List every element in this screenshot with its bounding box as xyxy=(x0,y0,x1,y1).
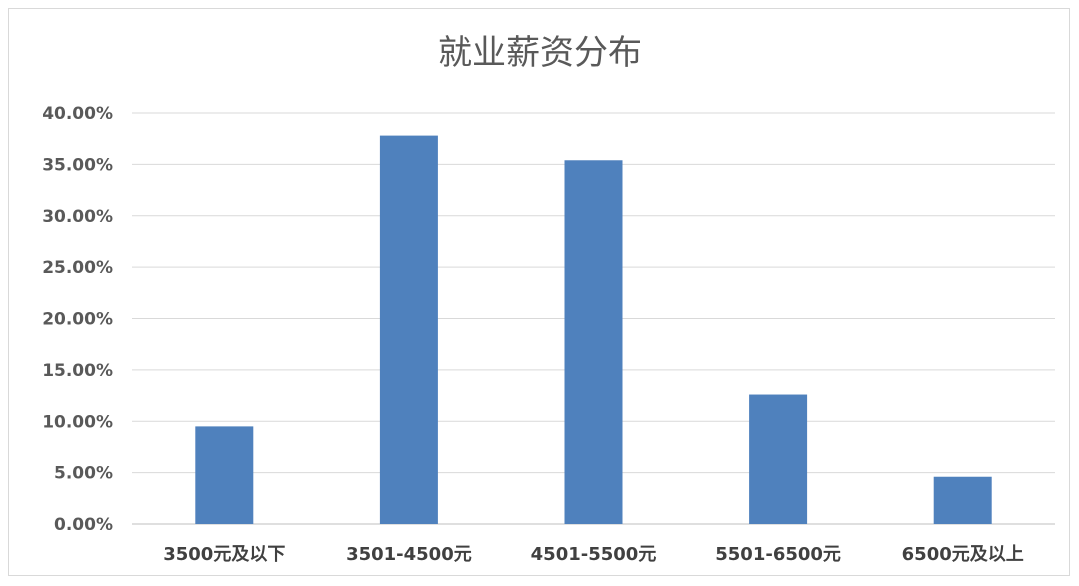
x-tick-label: 3501-4500元 xyxy=(346,544,472,565)
x-tick-label: 4501-5500元 xyxy=(531,544,657,565)
y-tick-label: 40.00% xyxy=(42,104,113,124)
y-tick-label: 0.00% xyxy=(54,515,113,535)
y-axis-ticks: 0.00% 5.00% 10.00% 15.00% 20.00% 25.00% 30.00%… xyxy=(42,104,113,535)
bar xyxy=(379,135,438,525)
y-tick-label: 20.00% xyxy=(42,310,113,330)
y-tick-label: 30.00% xyxy=(42,207,113,227)
chart-title: 就业薪资分布 xyxy=(438,33,642,73)
y-tick-label: 15.00% xyxy=(42,361,113,381)
bar xyxy=(933,476,992,524)
x-tick-label: 3500元及以下 xyxy=(163,544,285,565)
x-axis-ticks: 3500元及以下 3501-4500元 4501-5500元 5501-6500元 65… xyxy=(163,544,1024,565)
x-tick-label: 5501-6500元 xyxy=(715,544,841,565)
y-tick-label: 10.00% xyxy=(42,412,113,432)
bars xyxy=(195,135,992,525)
bar xyxy=(564,160,623,524)
y-tick-label: 5.00% xyxy=(54,464,113,484)
y-tick-label: 25.00% xyxy=(42,258,113,278)
x-tick-label: 6500元及以上 xyxy=(902,544,1024,565)
y-tick-label: 35.00% xyxy=(42,155,113,175)
bar xyxy=(195,426,254,524)
bar xyxy=(749,394,808,524)
chart-frame xyxy=(8,8,1070,576)
